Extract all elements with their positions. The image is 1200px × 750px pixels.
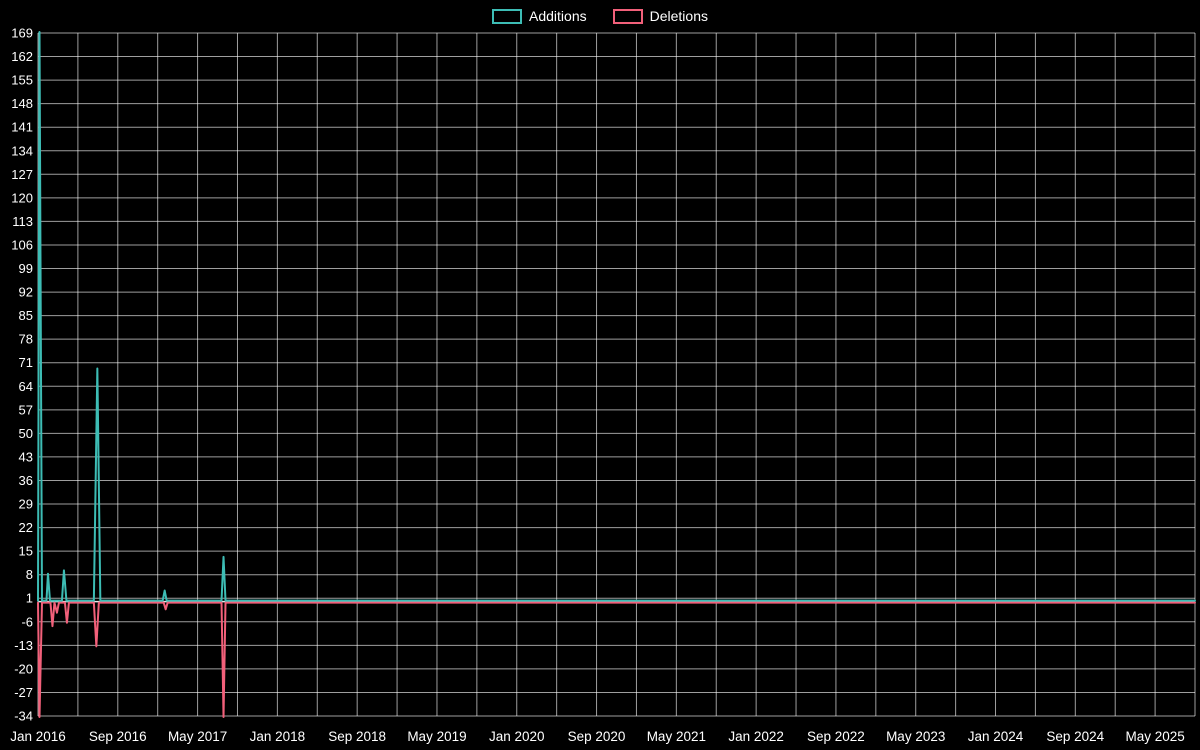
y-tick-label: 78 — [19, 332, 33, 347]
y-tick-label: -34 — [14, 709, 33, 724]
y-tick-label: 92 — [19, 285, 33, 300]
x-tick-label: Sep 2018 — [328, 729, 386, 744]
y-tick-label: -6 — [21, 614, 33, 629]
y-tick-label: 22 — [19, 520, 33, 535]
y-tick-label: 43 — [19, 449, 33, 464]
y-tick-label: 99 — [19, 261, 33, 276]
x-tick-label: May 2023 — [886, 729, 945, 744]
y-tick-label: 169 — [11, 26, 33, 41]
x-tick-label: Jan 2016 — [10, 729, 66, 744]
chart-legend: Additions Deletions — [0, 8, 1200, 24]
legend-item-additions[interactable]: Additions — [492, 8, 587, 24]
y-tick-label: 29 — [19, 497, 33, 512]
y-tick-label: 1 — [26, 591, 33, 606]
y-tick-label: 155 — [11, 73, 33, 88]
y-tick-label: 85 — [19, 308, 33, 323]
legend-label-additions: Additions — [529, 8, 587, 24]
deletions-line — [37, 601, 1196, 718]
y-tick-label: 148 — [11, 96, 33, 111]
y-tick-label: 71 — [19, 355, 33, 370]
x-tick-label: Jan 2022 — [728, 729, 784, 744]
y-tick-label: 57 — [19, 402, 33, 417]
y-tick-label: 162 — [11, 49, 33, 64]
x-tick-label: May 2017 — [168, 729, 227, 744]
x-tick-label: Sep 2024 — [1046, 729, 1104, 744]
additions-line — [37, 31, 1196, 602]
y-tick-label: 113 — [12, 214, 33, 229]
y-tick-label: -27 — [14, 685, 33, 700]
x-tick-label: May 2021 — [647, 729, 706, 744]
x-tick-label: Jan 2018 — [250, 729, 306, 744]
y-tick-label: 8 — [26, 567, 33, 582]
y-tick-label: -13 — [14, 638, 33, 653]
x-tick-label: May 2025 — [1125, 729, 1184, 744]
y-tick-label: 120 — [11, 190, 33, 205]
y-tick-label: 106 — [11, 237, 33, 252]
x-tick-label: Sep 2020 — [568, 729, 626, 744]
additions-swatch-icon — [492, 8, 523, 24]
legend-label-deletions: Deletions — [649, 8, 708, 24]
y-tick-label: -20 — [14, 661, 33, 676]
x-tick-label: Sep 2016 — [89, 729, 147, 744]
legend-item-deletions[interactable]: Deletions — [612, 8, 708, 24]
y-tick-label: 127 — [11, 167, 33, 182]
x-tick-label: May 2019 — [407, 729, 466, 744]
x-tick-label: Jan 2024 — [968, 729, 1024, 744]
deletions-swatch-icon — [612, 8, 643, 24]
x-tick-label: Jan 2020 — [489, 729, 545, 744]
x-tick-label: Sep 2022 — [807, 729, 865, 744]
y-tick-label: 134 — [11, 143, 33, 158]
y-tick-label: 50 — [19, 426, 33, 441]
y-tick-label: 15 — [19, 544, 33, 559]
y-tick-label: 36 — [19, 473, 33, 488]
y-tick-label: 64 — [19, 379, 33, 394]
y-tick-label: 141 — [11, 120, 33, 135]
